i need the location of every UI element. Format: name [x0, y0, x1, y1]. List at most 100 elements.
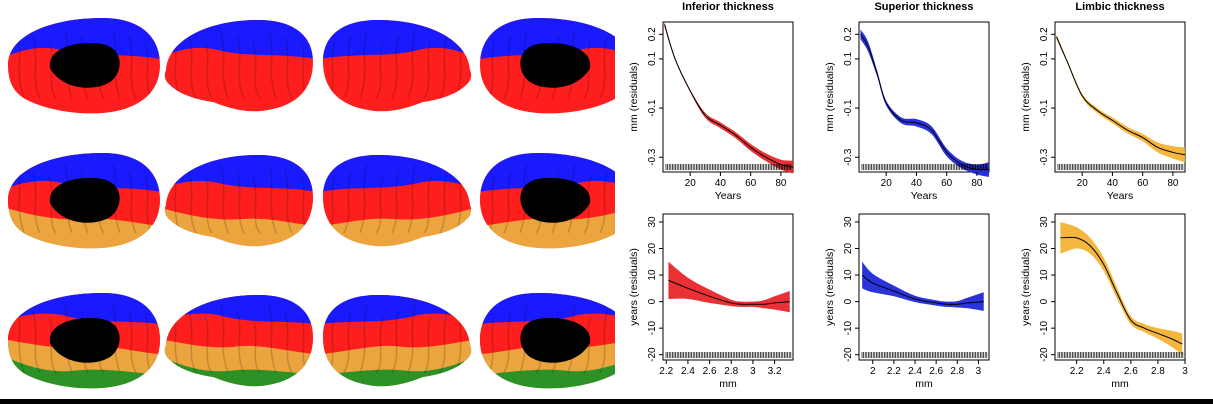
- x-tick-label: 60: [1137, 178, 1149, 189]
- x-tick-label: 2.2: [887, 366, 901, 377]
- plot-frame: [858, 21, 990, 173]
- fit-line: [861, 274, 984, 305]
- y-tick-label: 20: [843, 243, 854, 255]
- plot-frame: [1054, 213, 1186, 361]
- y-tick-label: -0.3: [647, 148, 658, 166]
- y-tick-label: 10: [1039, 269, 1050, 281]
- confidence-band: [1060, 221, 1183, 355]
- plot-frame: [858, 213, 990, 361]
- x-tick-label: 20: [881, 178, 893, 189]
- plot-frame: [662, 21, 794, 173]
- y-tick-label: -20: [647, 347, 658, 362]
- y-tick-label: 0.1: [647, 51, 658, 65]
- plot-frame: [662, 213, 794, 361]
- fit-line: [860, 34, 990, 171]
- fit-line: [668, 279, 790, 305]
- x-tick-label: 2.2: [659, 366, 673, 377]
- x-tick-label: 3: [976, 366, 982, 377]
- chart-panel-4: 2.2 2.4 2.6 2.8 3 3.2 -20 -10 0 10 20 30 mm years (re…: [628, 213, 794, 390]
- x-tick-label: 2.8: [724, 366, 738, 377]
- chart-title: Superior thickness: [874, 1, 973, 13]
- x-tick-label: 80: [971, 178, 983, 189]
- x-tick-label: 2.4: [681, 366, 695, 377]
- y-tick-label: -0.1: [647, 99, 658, 117]
- y-axis-label: years (residuals): [628, 248, 640, 326]
- x-tick-label: 3: [750, 366, 756, 377]
- brain-two-cluster-view-4: [480, 18, 615, 114]
- chart-title: Inferior thickness: [682, 1, 774, 13]
- x-axis-label: Years: [911, 190, 937, 202]
- brain-three-cluster-view-3: [323, 155, 472, 247]
- x-tick-label: 2.2: [1070, 366, 1084, 377]
- y-tick-label: -10: [843, 320, 854, 335]
- brain-two-cluster-view-2: [164, 20, 313, 112]
- y-axis-label: years (residuals): [824, 248, 836, 326]
- x-tick-label: 20: [685, 178, 697, 189]
- y-tick-label: 0.2: [647, 27, 658, 41]
- x-tick-label: 60: [941, 178, 953, 189]
- y-tick-label: -0.1: [843, 99, 854, 117]
- rug-marks: [861, 164, 988, 170]
- brain-four-cluster-view-4: [480, 293, 615, 389]
- x-tick-label: 2.4: [908, 366, 922, 377]
- chart-panel-3: Limbic thickness 20 40 60 80 0.2 0.1 -0.1 -0.3 Ye…: [1020, 1, 1186, 202]
- plot-frame: [1054, 21, 1186, 173]
- y-tick-label: -10: [647, 320, 658, 335]
- y-axis-label: mm (residuals): [628, 62, 640, 131]
- x-tick-label: 20: [1077, 178, 1089, 189]
- y-tick-label: 0: [1039, 298, 1050, 304]
- x-tick-label: 60: [745, 178, 757, 189]
- y-tick-label: 20: [647, 243, 658, 255]
- brain-two-cluster-view-3: [323, 20, 472, 112]
- brain-surface-panels: [8, 18, 615, 389]
- confidence-band: [860, 29, 989, 177]
- chart-panel-5: 2 2.2 2.4 2.6 2.8 3 -20 -10 0 10 20 30 mm years (resi…: [824, 213, 990, 390]
- confidence-band: [668, 261, 790, 313]
- y-tick-label: -0.1: [1039, 99, 1050, 117]
- rug-marks: [1057, 352, 1184, 358]
- brain-three-cluster-view-2: [164, 155, 313, 247]
- y-tick-label: -20: [1039, 347, 1050, 362]
- fit-line: [664, 24, 794, 168]
- rug-marks: [861, 352, 988, 358]
- bottom-border: [0, 399, 1213, 404]
- x-tick-label: 3: [1182, 366, 1188, 377]
- x-tick-label: 40: [911, 178, 923, 189]
- x-axis-label: Years: [715, 190, 741, 202]
- y-tick-label: 10: [843, 269, 854, 281]
- y-tick-label: 0.1: [1039, 51, 1050, 65]
- y-tick-label: 10: [647, 269, 658, 281]
- x-tick-label: 2: [870, 366, 876, 377]
- chart-title: Limbic thickness: [1075, 1, 1164, 13]
- y-tick-label: -10: [1039, 320, 1050, 335]
- x-axis-label: mm: [1111, 378, 1129, 390]
- y-tick-label: 30: [647, 216, 658, 228]
- x-tick-label: 2.6: [703, 366, 717, 377]
- rug-marks: [665, 164, 792, 170]
- x-axis-label: mm: [719, 378, 737, 390]
- chart-panel-1: Inferior thickness 20 40 60 80 0.2 0.1 -0.1 -0.3…: [628, 1, 794, 202]
- rug-marks: [1057, 164, 1184, 170]
- brain-three-cluster-view-1: [8, 153, 160, 249]
- fit-line: [1060, 236, 1183, 345]
- chart-panel-6: 2.2 2.4 2.6 2.8 3 -20 -10 0 10 20 30 mm years (resid…: [1020, 213, 1188, 390]
- x-tick-label: 3.2: [768, 366, 782, 377]
- y-tick-label: -0.3: [843, 148, 854, 166]
- y-tick-label: 0: [647, 298, 658, 304]
- x-tick-label: 80: [775, 178, 787, 189]
- y-tick-label: 0: [843, 298, 854, 304]
- y-tick-label: -0.3: [1039, 148, 1050, 166]
- brain-four-cluster-view-3: [323, 295, 472, 387]
- brain-four-cluster-view-1: [8, 293, 160, 389]
- confidence-band: [664, 22, 793, 174]
- confidence-band: [1056, 34, 1185, 163]
- x-axis-label: Years: [1107, 190, 1133, 202]
- x-axis-label: mm: [915, 378, 933, 390]
- y-tick-label: 0.2: [843, 27, 854, 41]
- y-tick-label: 0.1: [843, 51, 854, 65]
- brain-four-cluster-view-2: [164, 295, 313, 387]
- y-tick-label: 30: [1039, 216, 1050, 228]
- x-tick-label: 2.8: [950, 366, 964, 377]
- x-tick-label: 2.6: [1124, 366, 1138, 377]
